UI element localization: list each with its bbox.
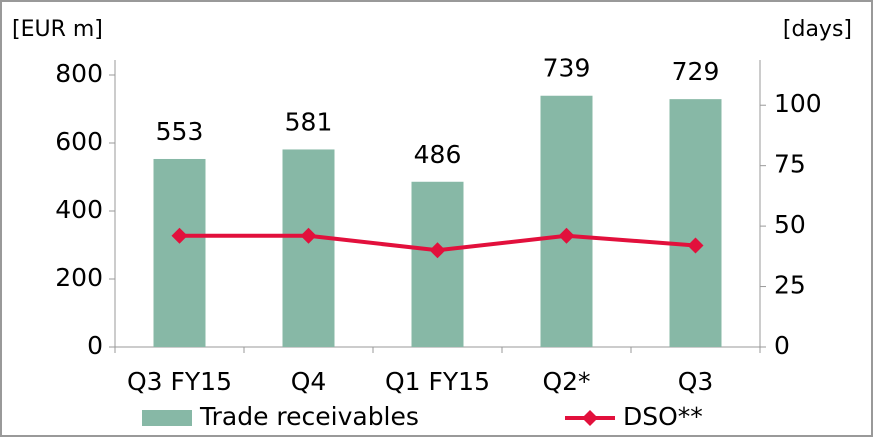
data-label: 486 (414, 140, 462, 169)
data-label: 739 (543, 54, 591, 83)
y2-tick-label: 75 (774, 150, 806, 179)
legend-marker (582, 410, 598, 426)
marker (429, 242, 446, 259)
bar (153, 158, 206, 347)
data-label: 729 (672, 57, 720, 86)
y-tick-label: 800 (55, 59, 103, 88)
x-tick-label: Q4 (291, 367, 327, 396)
x-tick-label: Q1 FY15 (385, 367, 490, 396)
y-tick-label: 600 (55, 127, 103, 156)
data-label: 553 (156, 117, 204, 146)
data-label: 581 (285, 107, 333, 136)
y-tick-label: 0 (87, 331, 103, 360)
x-tick-label: Q3 FY15 (127, 367, 232, 396)
bar (669, 99, 722, 347)
x-tick-label: Q3 (678, 367, 714, 396)
marker (300, 227, 317, 244)
legend-swatch (142, 410, 192, 426)
y-tick-label: 200 (55, 263, 103, 292)
marker (171, 227, 188, 244)
legend-label: Trade receivables (199, 402, 419, 431)
bar (411, 181, 464, 347)
bar (540, 95, 593, 348)
y2-tick-label: 100 (774, 89, 822, 118)
bar (282, 149, 335, 347)
y-tick-label: 400 (55, 195, 103, 224)
x-tick-label: Q2* (542, 367, 590, 396)
y-axis-title: [EUR m] (12, 17, 103, 42)
y2-tick-label: 0 (774, 331, 790, 360)
marker (687, 237, 704, 254)
y2-tick-label: 25 (774, 271, 806, 300)
y2-axis-title: [days] (783, 17, 852, 42)
y2-tick-label: 50 (774, 210, 806, 239)
marker (558, 227, 575, 244)
legend-label: DSO** (623, 402, 703, 431)
